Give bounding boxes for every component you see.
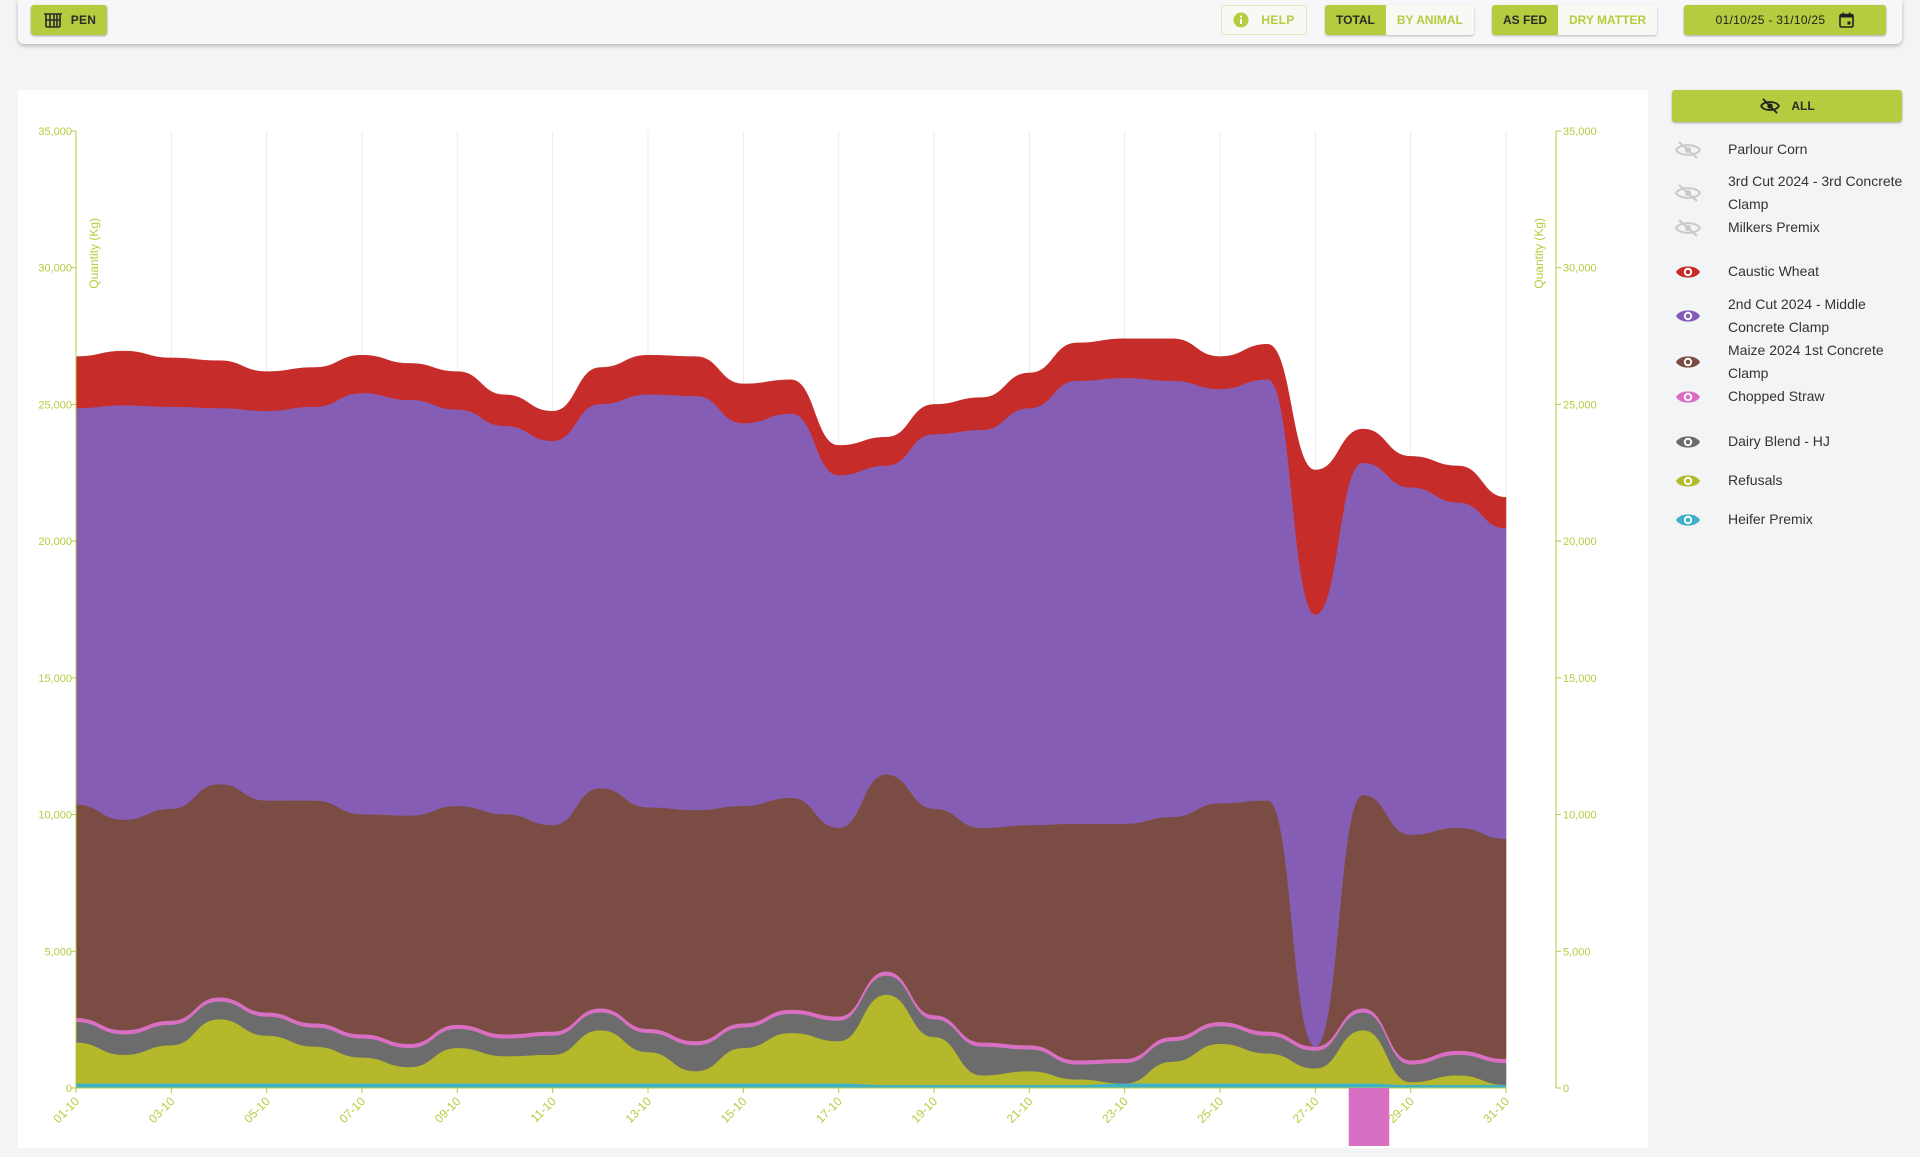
x-tick-label: 31-10 xyxy=(1481,1094,1513,1126)
eye-icon xyxy=(1676,356,1700,368)
as-fed-dry-matter-toggle: AS FED DRY MATTER xyxy=(1492,5,1658,35)
x-tick-label: 25-10 xyxy=(1195,1094,1227,1126)
top-toolbar: PEN HELP TOTAL BY ANIMAL AS FED DRY MATT… xyxy=(18,0,1902,44)
y-tick-label: 35,000 xyxy=(38,126,72,138)
legend-item-label: Maize 2024 1st Concrete Clamp xyxy=(1728,342,1884,381)
eye-off-icon xyxy=(1674,141,1702,159)
y-tick-label: 5,000 xyxy=(44,946,72,958)
y-tick-label-right: 30,000 xyxy=(1563,263,1597,275)
y-tick-label-right: 20,000 xyxy=(1563,536,1597,548)
x-tick-label: 13-10 xyxy=(623,1094,655,1126)
total-option[interactable]: TOTAL xyxy=(1325,5,1386,35)
toggle-all-button[interactable]: ALL xyxy=(1672,90,1902,122)
chart-card: 0 0 5,000 5,000 10,000 10,000 15,000 15,000 20,0… xyxy=(18,90,1648,1148)
help-button-label: HELP xyxy=(1261,13,1295,27)
y-tick-label-right: 15,000 xyxy=(1563,673,1597,685)
legend-item-label: Chopped Straw xyxy=(1728,388,1825,404)
y-tick-label: 25,000 xyxy=(38,399,72,411)
x-tick-label: 15-10 xyxy=(718,1094,750,1126)
y-tick-label-right: 5,000 xyxy=(1563,946,1591,958)
y-tick-label: 10,000 xyxy=(38,810,72,822)
legend-item-label: Milkers Premix xyxy=(1728,219,1820,235)
eye-off-icon xyxy=(1674,184,1702,202)
eye-icon xyxy=(1676,514,1700,526)
eye-icon xyxy=(1676,266,1700,278)
eye-icon xyxy=(1676,436,1700,448)
x-tick-label: 03-10 xyxy=(146,1094,178,1126)
y-tick-label-right: 25,000 xyxy=(1563,399,1597,411)
x-tick-label: 09-10 xyxy=(432,1094,464,1126)
legend-item-label: Refusals xyxy=(1728,472,1783,488)
x-tick-label: 07-10 xyxy=(337,1094,369,1126)
y-tick-label: 30,000 xyxy=(38,263,72,275)
x-tick-label: 21-10 xyxy=(1004,1094,1036,1126)
legend-item-label: 2nd Cut 2024 - Middle Concrete Clamp xyxy=(1728,296,1866,335)
pen-icon xyxy=(43,13,62,28)
eye-icon xyxy=(1676,475,1700,487)
dry-matter-option[interactable]: DRY MATTER xyxy=(1558,5,1658,35)
eye-off-icon xyxy=(1760,98,1781,114)
y-tick-label-right: 35,000 xyxy=(1563,126,1597,138)
help-button[interactable]: HELP xyxy=(1221,5,1307,35)
x-tick-label: 27-10 xyxy=(1290,1094,1322,1126)
x-tick-label: 19-10 xyxy=(909,1094,941,1126)
x-tick-label: 11-10 xyxy=(528,1094,559,1125)
x-tick-label: 05-10 xyxy=(241,1094,273,1126)
stacked-area-chart: 0 0 5,000 5,000 10,000 10,000 15,000 15,000 20,0… xyxy=(38,126,1597,1146)
x-tick-label: 17-10 xyxy=(813,1094,845,1126)
eye-icon xyxy=(1676,310,1700,322)
legend-item-label: 3rd Cut 2024 - 3rd Concrete Clamp xyxy=(1728,173,1903,212)
legend-item-label: Parlour Corn xyxy=(1728,141,1808,157)
y-tick-label: 20,000 xyxy=(38,536,72,548)
date-range-picker[interactable]: 01/10/25 - 31/10/25 xyxy=(1684,5,1886,35)
by-animal-option[interactable]: BY ANIMAL xyxy=(1385,5,1474,35)
info-icon xyxy=(1233,12,1249,28)
as-fed-option[interactable]: AS FED xyxy=(1492,5,1559,35)
eye-off-icon xyxy=(1674,219,1702,237)
hover-marker xyxy=(1348,1088,1390,1146)
legend-panel: ALL Parlour Corn 3rd Cut 2024 - 3rd Concr… xyxy=(1672,90,1902,527)
date-range-label: 01/10/25 - 31/10/25 xyxy=(1715,13,1826,27)
y-axis-title-right: Quantity (Kg) xyxy=(1532,218,1546,289)
y-tick-label: 15,000 xyxy=(38,673,72,685)
toggle-all-label: ALL xyxy=(1791,99,1815,113)
eye-icon xyxy=(1676,391,1700,403)
x-tick-label: 23-10 xyxy=(1099,1094,1131,1126)
x-tick-label: 01-10 xyxy=(51,1094,83,1126)
pen-button-label: PEN xyxy=(70,13,97,27)
legend-item-label: Dairy Blend - HJ xyxy=(1728,433,1830,449)
y-axis-title-left: Quantity (Kg) xyxy=(87,218,101,289)
legend-item-label: Caustic Wheat xyxy=(1728,263,1820,279)
x-tick-label: 29-10 xyxy=(1385,1094,1417,1126)
legend-item-label: Heifer Premix xyxy=(1728,511,1813,527)
y-tick-label-right: 0 xyxy=(1563,1083,1569,1095)
calendar-icon xyxy=(1839,12,1855,28)
pen-button[interactable]: PEN xyxy=(31,5,107,35)
series-area xyxy=(75,1083,1507,1089)
y-tick-label: 0 xyxy=(66,1083,72,1095)
total-by-animal-toggle: TOTAL BY ANIMAL xyxy=(1325,5,1474,35)
y-tick-label-right: 10,000 xyxy=(1563,810,1597,822)
